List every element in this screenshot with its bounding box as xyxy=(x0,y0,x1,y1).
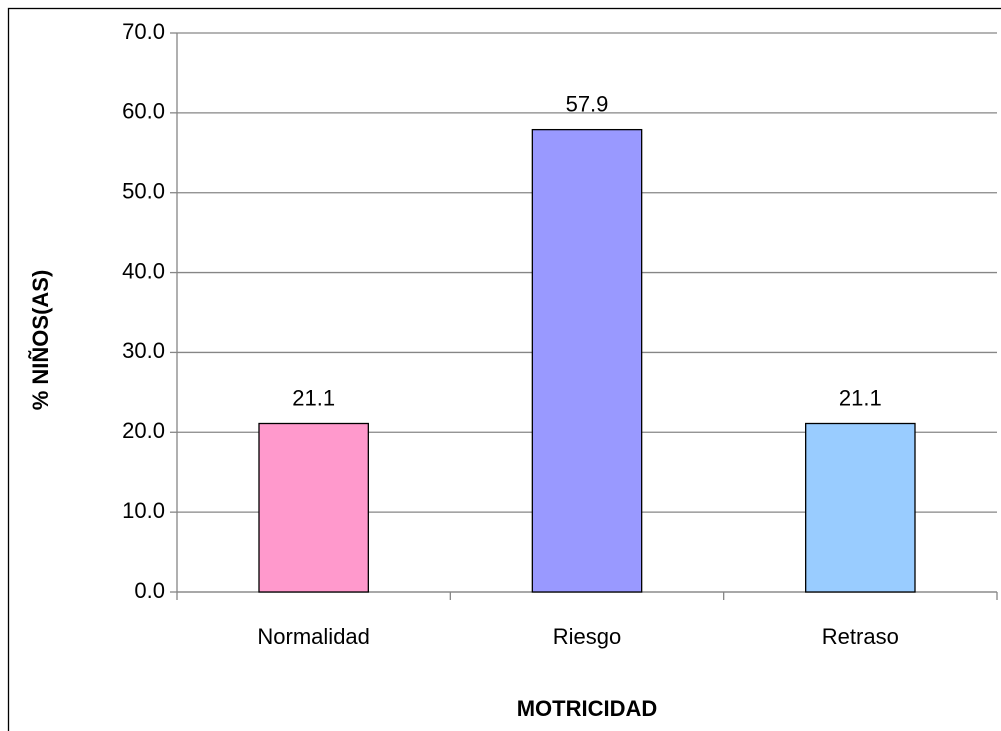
data-label: 21.1 xyxy=(839,385,882,410)
y-tick-label: 70.0 xyxy=(122,19,165,44)
data-label: 21.1 xyxy=(292,385,335,410)
x-tick-label: Retraso xyxy=(822,624,899,649)
y-tick-label: 20.0 xyxy=(122,418,165,443)
y-tick-label: 0.0 xyxy=(134,578,165,603)
bar xyxy=(531,128,643,593)
y-tick-label: 40.0 xyxy=(122,258,165,283)
y-tick-label: 50.0 xyxy=(122,179,165,204)
x-tick-label: Riesgo xyxy=(553,624,621,649)
y-tick-label: 60.0 xyxy=(122,99,165,124)
x-axis-title: MOTRICIDAD xyxy=(517,696,658,721)
x-tick-label: Normalidad xyxy=(257,624,370,649)
y-axis-title: % NIÑOS(AS) xyxy=(28,270,53,411)
bar xyxy=(805,422,916,593)
data-label: 57.9 xyxy=(566,91,609,116)
y-tick-label: 10.0 xyxy=(122,498,165,523)
bar xyxy=(258,422,369,593)
chart-frame xyxy=(7,7,1001,731)
y-tick-label: 30.0 xyxy=(122,338,165,363)
